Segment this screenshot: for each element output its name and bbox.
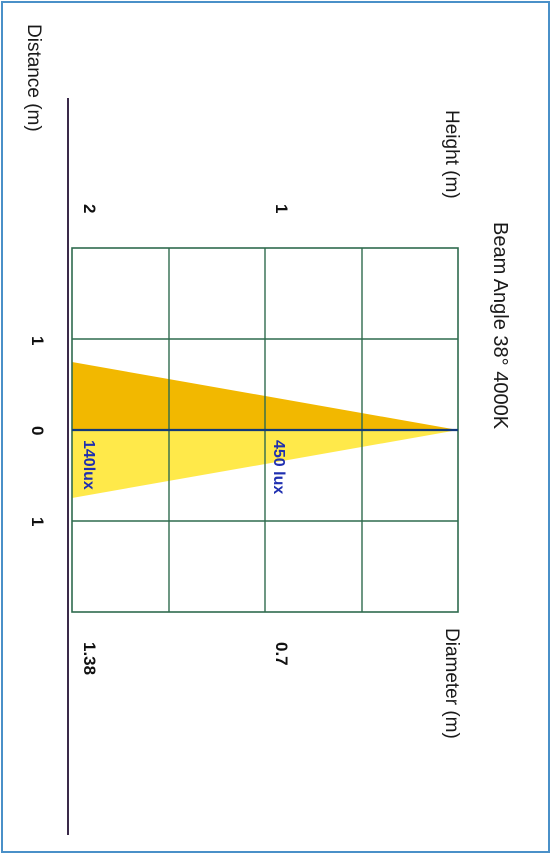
diameter-value-2m: 1.38 [80, 642, 99, 675]
height-tick-1: 1 [272, 204, 291, 213]
lux-label-1m: 450 lux [270, 440, 287, 494]
diagram-title: Beam Angle 38° 4000K [489, 222, 511, 430]
lux-label-2m: 140lux [80, 440, 97, 490]
distance-tick-right: 1 [28, 517, 47, 526]
distance-axis-label: Distance (m) [23, 24, 44, 132]
diameter-value-1m: 0.7 [272, 642, 291, 666]
distance-tick-center: 0 [28, 426, 47, 435]
diameter-axis-label: Diameter (m) [441, 628, 462, 739]
grid [71, 247, 459, 613]
height-axis-label: Height (m) [441, 110, 462, 199]
distance-tick-left: 1 [28, 336, 47, 345]
height-tick-2: 2 [80, 204, 99, 213]
